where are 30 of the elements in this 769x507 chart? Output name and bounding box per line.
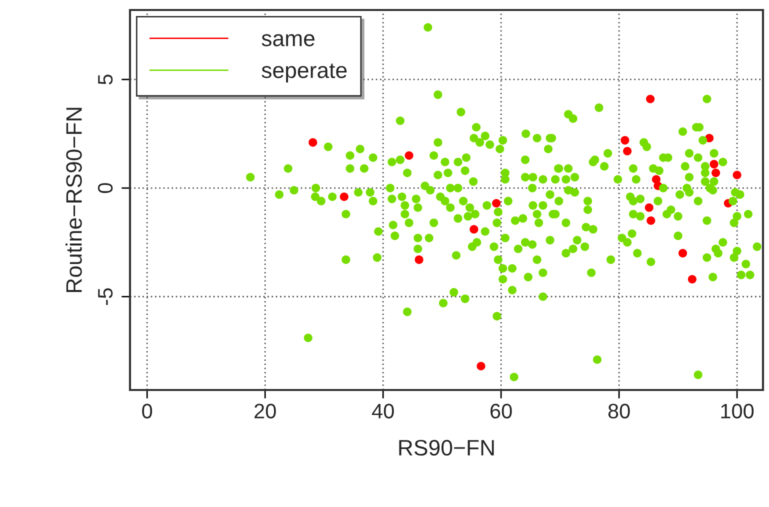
x-tick-label: 80: [608, 404, 630, 418]
point: [688, 274, 696, 284]
point: [620, 136, 630, 145]
x-axis-title: RS90−FN: [399, 440, 494, 456]
point: [646, 94, 655, 104]
point: [646, 216, 656, 225]
point: [710, 160, 718, 168]
x-tick-label: 0: [142, 404, 152, 418]
point: [644, 203, 654, 212]
y-axis-title: Routine−RS90−FN: [66, 108, 82, 292]
x-tick-label: 100: [721, 404, 754, 418]
point: [470, 225, 478, 234]
point: [623, 146, 632, 156]
point: [340, 192, 348, 202]
point: [308, 138, 318, 147]
x-tick-label: 60: [490, 404, 512, 418]
point: [712, 168, 720, 178]
y-tick-label: 5: [98, 74, 113, 84]
legend-label: same: [262, 34, 314, 46]
y-tick-label: 0: [98, 183, 113, 194]
point: [678, 248, 688, 258]
legend-label: seperate: [262, 64, 347, 83]
point: [732, 170, 742, 180]
y-tick-label: -5: [98, 288, 113, 305]
point: [414, 255, 424, 264]
point: [404, 151, 414, 160]
x-tick-label: 40: [372, 404, 394, 418]
point: [476, 362, 486, 370]
point: [492, 198, 501, 208]
x-tick-label: 20: [254, 404, 276, 418]
